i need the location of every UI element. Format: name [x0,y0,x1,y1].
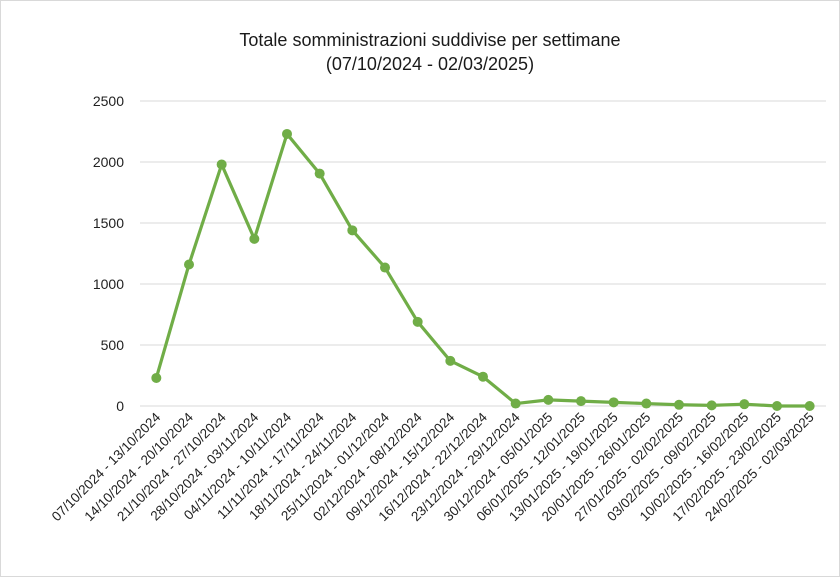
y-tick-label: 1500 [93,215,124,231]
data-point [772,401,782,411]
chart-subtitle: (07/10/2024 - 02/03/2025) [325,54,535,74]
data-point [674,399,684,410]
data-point [608,397,619,408]
y-tick-label: 2500 [93,93,124,109]
data-point [282,128,292,139]
data-point [347,225,358,236]
data-point [641,398,652,409]
y-tick-label: 0 [116,398,124,414]
y-tick-label: 1000 [93,276,124,292]
data-point [478,371,488,382]
data-point [184,259,194,270]
y-tick-label: 500 [101,337,125,353]
data-point [314,168,325,179]
data-point [576,396,586,407]
data-point [216,159,227,170]
series-line [154,132,812,408]
data-point [739,399,750,410]
data-point [151,372,162,383]
data-point [543,394,554,405]
y-tick-label: 2000 [93,154,124,170]
data-point [412,316,423,327]
data-point [804,401,815,411]
data-point [380,262,390,273]
chart-title: Totale somministrazioni suddivise per se… [239,30,621,50]
data-point [445,355,456,366]
data-point [706,400,717,411]
chart-title-block: Totale somministrazioni suddivise per se… [0,28,840,76]
data-point [510,398,521,409]
data-point [249,233,260,244]
